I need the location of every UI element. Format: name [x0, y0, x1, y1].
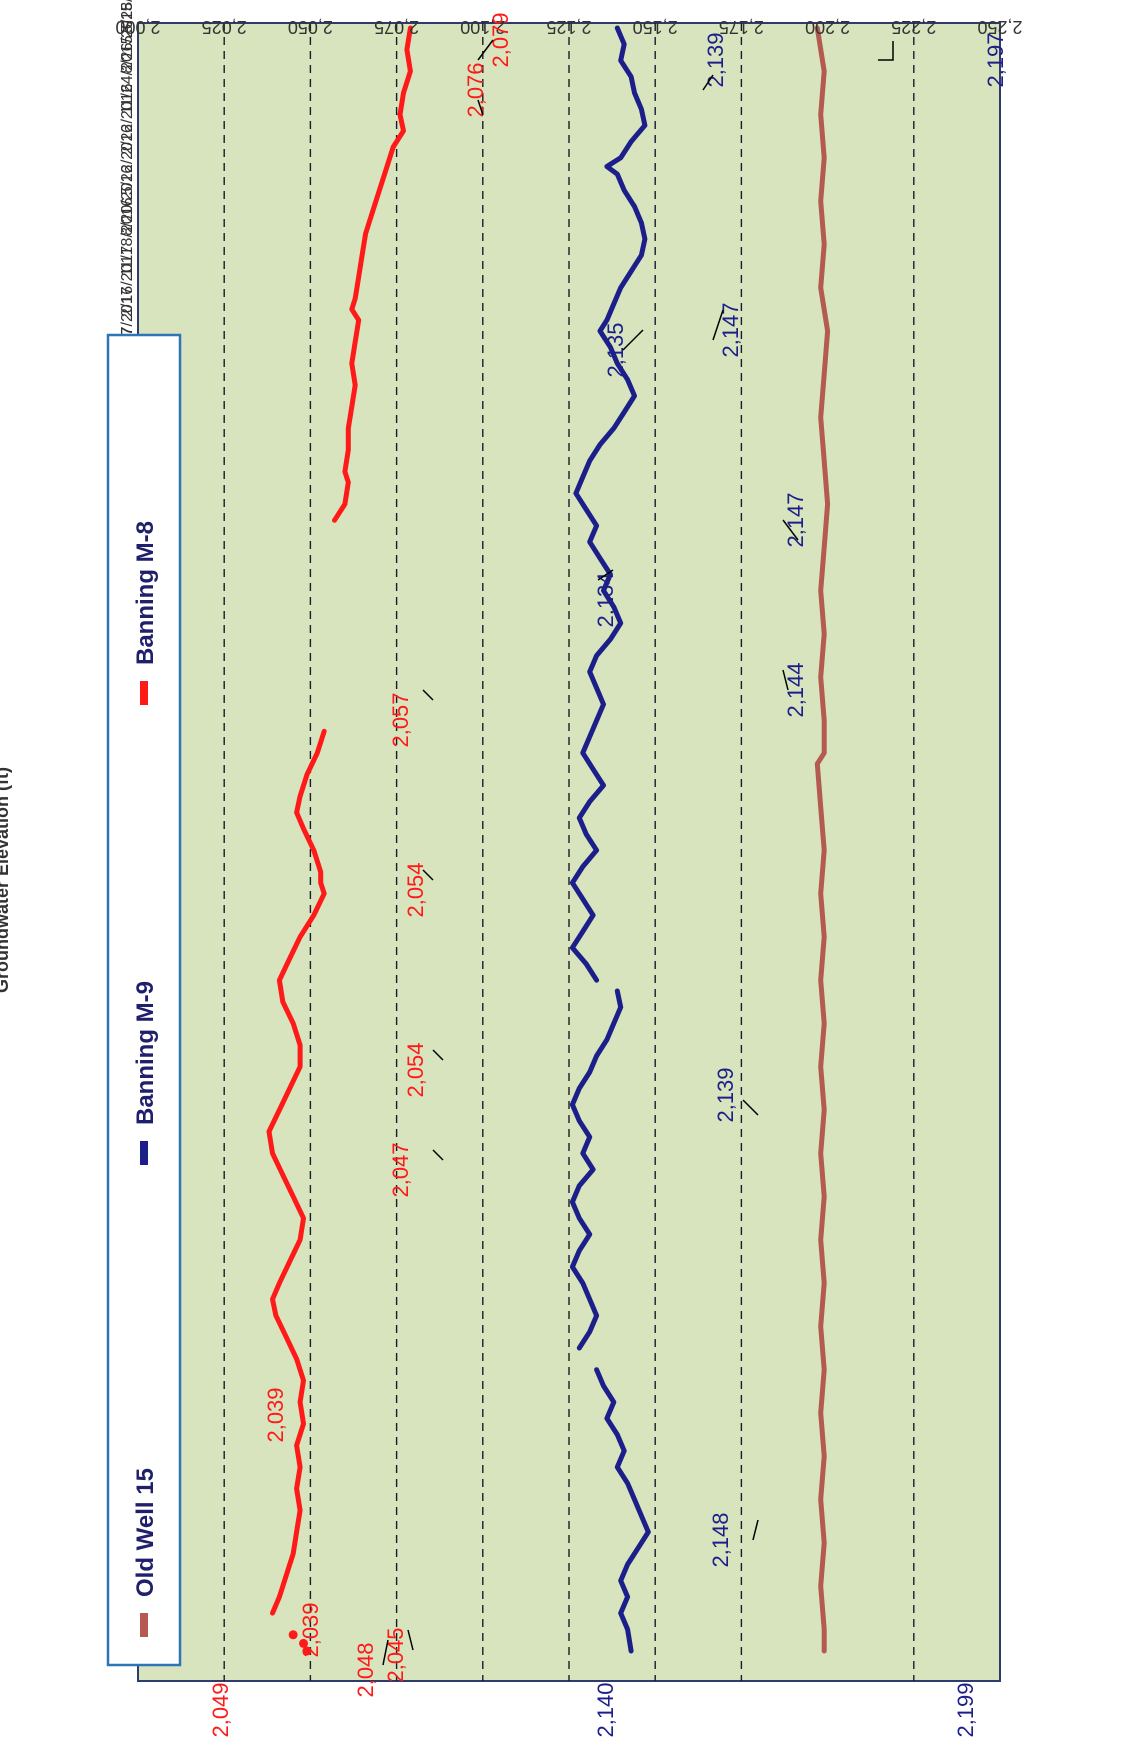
- value-annotation: 2,054: [403, 1042, 428, 1097]
- legend-label-old-well-15: Old Well 15: [132, 1468, 159, 1597]
- value-annotation: 2,045: [383, 1627, 408, 1682]
- value-annotation: 2,039: [298, 1602, 323, 1657]
- annotation-leader: [422, 689, 434, 701]
- y-axis-title: Groundwater Elevation (ft): [0, 767, 12, 993]
- annotation-leader: [422, 869, 434, 881]
- series-line: [814, 25, 831, 1654]
- value-annotation: 2,197: [983, 32, 1008, 87]
- y-tick-label: 2,125: [546, 17, 591, 37]
- y-tick-label: 2,000: [115, 17, 160, 37]
- x-tick-label: 11/18/2016: [119, 197, 136, 276]
- x-tick-label: 11/24/2015: [119, 35, 136, 114]
- value-annotation: 2,079: [488, 12, 513, 67]
- data-point: [302, 1646, 312, 1656]
- legend-label-banning-m9: Banning M-9: [132, 981, 159, 1125]
- annotation-leader: [782, 519, 799, 541]
- value-annotation: 2,135: [603, 322, 628, 377]
- y-tick-label: 2,150: [633, 17, 678, 37]
- legend: Old Well 15 Banning M-9 Banning M-8: [106, 333, 182, 1667]
- value-annotation: 2,134: [593, 572, 618, 627]
- value-annotation: 2,039: [263, 1387, 288, 1442]
- gridlines: [223, 23, 915, 1681]
- y-tick-label: 2,075: [374, 17, 419, 37]
- value-annotation: 2,147: [718, 302, 743, 357]
- legend-box: [106, 333, 182, 1667]
- x-tick-label: 2/22/2016: [119, 83, 136, 154]
- y-tick-label: 2,250: [977, 17, 1022, 37]
- value-annotation: 2,076: [463, 62, 488, 117]
- series-line: [266, 728, 327, 1616]
- y-tick-label: 2,050: [288, 17, 333, 37]
- value-annotation: 2,139: [703, 32, 728, 87]
- x-tick-label: 2/16/2017: [119, 246, 136, 317]
- value-annotation: 2,148: [708, 1512, 733, 1567]
- series-line: [594, 1367, 651, 1654]
- series-line: [332, 25, 413, 523]
- value-annotation: 2,199: [953, 1682, 978, 1737]
- annotation-leader: [712, 309, 724, 341]
- annotation-leader: [477, 39, 494, 61]
- x-tick-label: 5/28/2015: [119, 0, 136, 33]
- annotation-leader: [702, 74, 714, 91]
- value-annotation: 2,140: [593, 1682, 618, 1737]
- y-tick-label: 2,175: [719, 17, 764, 37]
- value-annotation: 2,139: [713, 1067, 738, 1122]
- annotation-leader: [382, 1639, 389, 1666]
- series-line: [569, 25, 648, 983]
- x-tick-label: 5/22/2016: [119, 124, 136, 195]
- y-tick-labels: 2,000 2,025 2,050 2,075 2,100 2,125 2,150 2,175…: [115, 17, 1022, 37]
- value-annotation: 2,048: [353, 1642, 378, 1697]
- y-tick-label: 2,200: [805, 17, 850, 37]
- annotation-leader: [432, 1049, 444, 1061]
- annotation-leader: [432, 1149, 444, 1161]
- data-point: [299, 1638, 309, 1648]
- annotation-leader: [407, 1629, 414, 1651]
- annotation-leader: [752, 1519, 759, 1541]
- value-annotation: 2,049: [208, 1682, 233, 1737]
- data-point: [288, 1630, 298, 1640]
- annotation-leader: [878, 41, 894, 61]
- annotation-leader: [597, 569, 614, 581]
- value-annotation: 2,057: [388, 692, 413, 747]
- annotation-leader: [477, 99, 484, 116]
- annotations: 2,199 2,140 2,049 2,197 2,139 2,147 2,135 2,147…: [208, 12, 1008, 1737]
- legend-label-banning-m8: Banning M-8: [132, 521, 159, 665]
- y-tick-label: 2,225: [891, 17, 936, 37]
- value-annotation: 2,147: [783, 492, 808, 547]
- x-tick-label: 8/26/2015: [119, 2, 136, 73]
- series-layer: [266, 25, 831, 1656]
- value-annotation: 2,144: [783, 662, 808, 717]
- x-tick-label: 8/20/2016: [119, 165, 136, 236]
- series-line: [569, 988, 624, 1351]
- value-annotation: 2,047: [388, 1142, 413, 1197]
- annotation-leader: [742, 1099, 759, 1116]
- y-tick-label: 2,025: [202, 17, 247, 37]
- annotation-leader: [782, 669, 789, 691]
- y-tick-label: 2,100: [460, 17, 505, 37]
- annotation-leader: [622, 329, 644, 351]
